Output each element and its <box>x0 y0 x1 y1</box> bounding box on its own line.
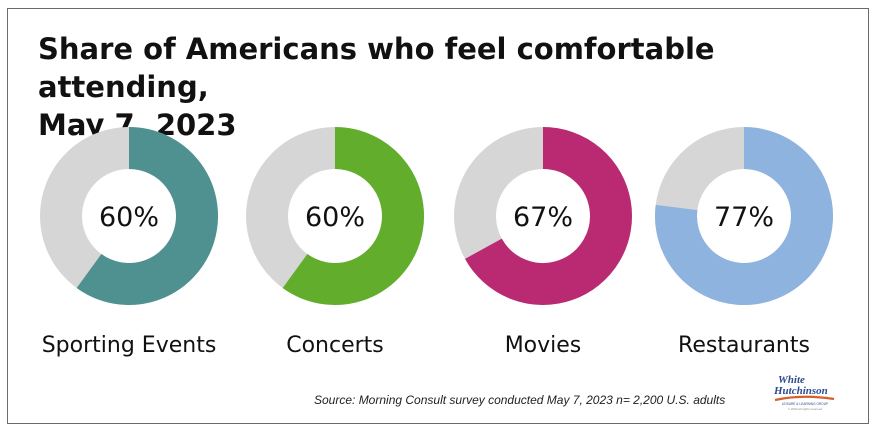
category-label-movies: Movies <box>505 333 582 358</box>
donut-value-label-movies: 67% <box>513 202 573 233</box>
white-hutchinson-logo: White Hutchinson LEISURE & LEARNING GROU… <box>773 374 835 411</box>
logo-tagline: LEISURE & LEARNING GROUP <box>782 402 828 406</box>
donut-restaurants: 77% Restaurants <box>655 127 833 358</box>
logo-word-1: White <box>778 374 805 386</box>
donut-concerts: 60% Concerts <box>246 127 424 358</box>
category-label-concerts: Concerts <box>286 333 384 358</box>
logo-swoosh <box>774 395 835 402</box>
donut-slice-restaurants <box>655 127 833 305</box>
donut-group: 60% Sporting Events 60% Concerts 67% Movies 77… <box>40 127 833 358</box>
donut-value-label-concerts: 60% <box>305 202 365 233</box>
donut-value-label-sporting-events: 60% <box>99 202 159 233</box>
donut-slice-sporting-events <box>76 127 218 305</box>
donut-movies: 67% Movies <box>454 127 632 358</box>
chart-title-line-1: Share of Americans who feel comfortable … <box>38 32 715 104</box>
logo-word-2: Hutchinson <box>773 385 828 397</box>
category-label-sporting-events: Sporting Events <box>42 333 217 358</box>
category-label-restaurants: Restaurants <box>678 333 810 358</box>
chart-frame <box>7 8 869 424</box>
donut-value-label-restaurants: 77% <box>714 202 774 233</box>
donut-slice-movies <box>465 127 632 305</box>
chart-title: Share of Americans who feel comfortable … <box>38 30 858 144</box>
logo-copyright: © 2023 all rights reserved <box>788 407 823 411</box>
donut-sporting-events: 60% Sporting Events <box>40 127 218 358</box>
source-note: Source: Morning Consult survey conducted… <box>314 393 726 407</box>
donut-slice-concerts <box>282 127 424 305</box>
